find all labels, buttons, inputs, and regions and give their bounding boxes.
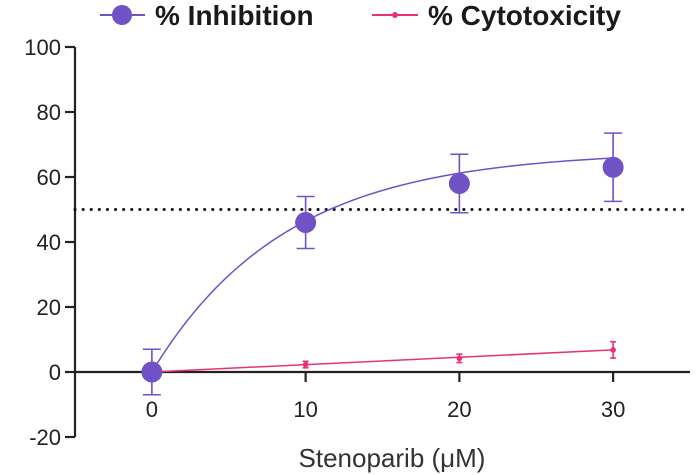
y-tick-label: -20 bbox=[29, 425, 61, 450]
cytotoxicity-point bbox=[456, 355, 463, 362]
x-axis-title: Stenoparib (μM) bbox=[299, 443, 486, 473]
inhibition-point bbox=[141, 361, 163, 383]
legend-cytotoxicity-marker bbox=[392, 12, 398, 18]
cytotoxicity-point bbox=[302, 361, 309, 368]
y-tick-label: 60 bbox=[37, 165, 61, 190]
x-tick-label: 30 bbox=[601, 397, 625, 422]
legend: % Inhibition % Cytotoxicity bbox=[100, 0, 621, 31]
cytotoxicity-point bbox=[610, 347, 616, 353]
inhibition-point bbox=[448, 173, 470, 194]
y-tick-label: 0 bbox=[49, 360, 61, 385]
cytotoxicity-line bbox=[151, 349, 614, 373]
legend-inhibition-label: % Inhibition bbox=[155, 0, 314, 31]
axes: -20 0 20 40 60 80 100 0 10 20 30 bbox=[24, 35, 690, 450]
x-tick-label: 10 bbox=[293, 397, 317, 422]
y-tick-label: 80 bbox=[37, 100, 61, 125]
y-tick-label: 100 bbox=[24, 35, 61, 60]
plot-area bbox=[141, 132, 624, 396]
legend-cytotoxicity-label: % Cytotoxicity bbox=[428, 0, 621, 31]
y-tick-label: 20 bbox=[37, 295, 61, 320]
inhibition-point bbox=[602, 156, 624, 178]
inhibition-point bbox=[295, 212, 317, 233]
x-tick-label: 20 bbox=[447, 397, 471, 422]
inhibition-fit-curve bbox=[151, 157, 614, 373]
x-tick-label: 0 bbox=[146, 397, 158, 422]
legend-inhibition-marker bbox=[112, 5, 132, 25]
y-tick-label: 40 bbox=[37, 230, 61, 255]
